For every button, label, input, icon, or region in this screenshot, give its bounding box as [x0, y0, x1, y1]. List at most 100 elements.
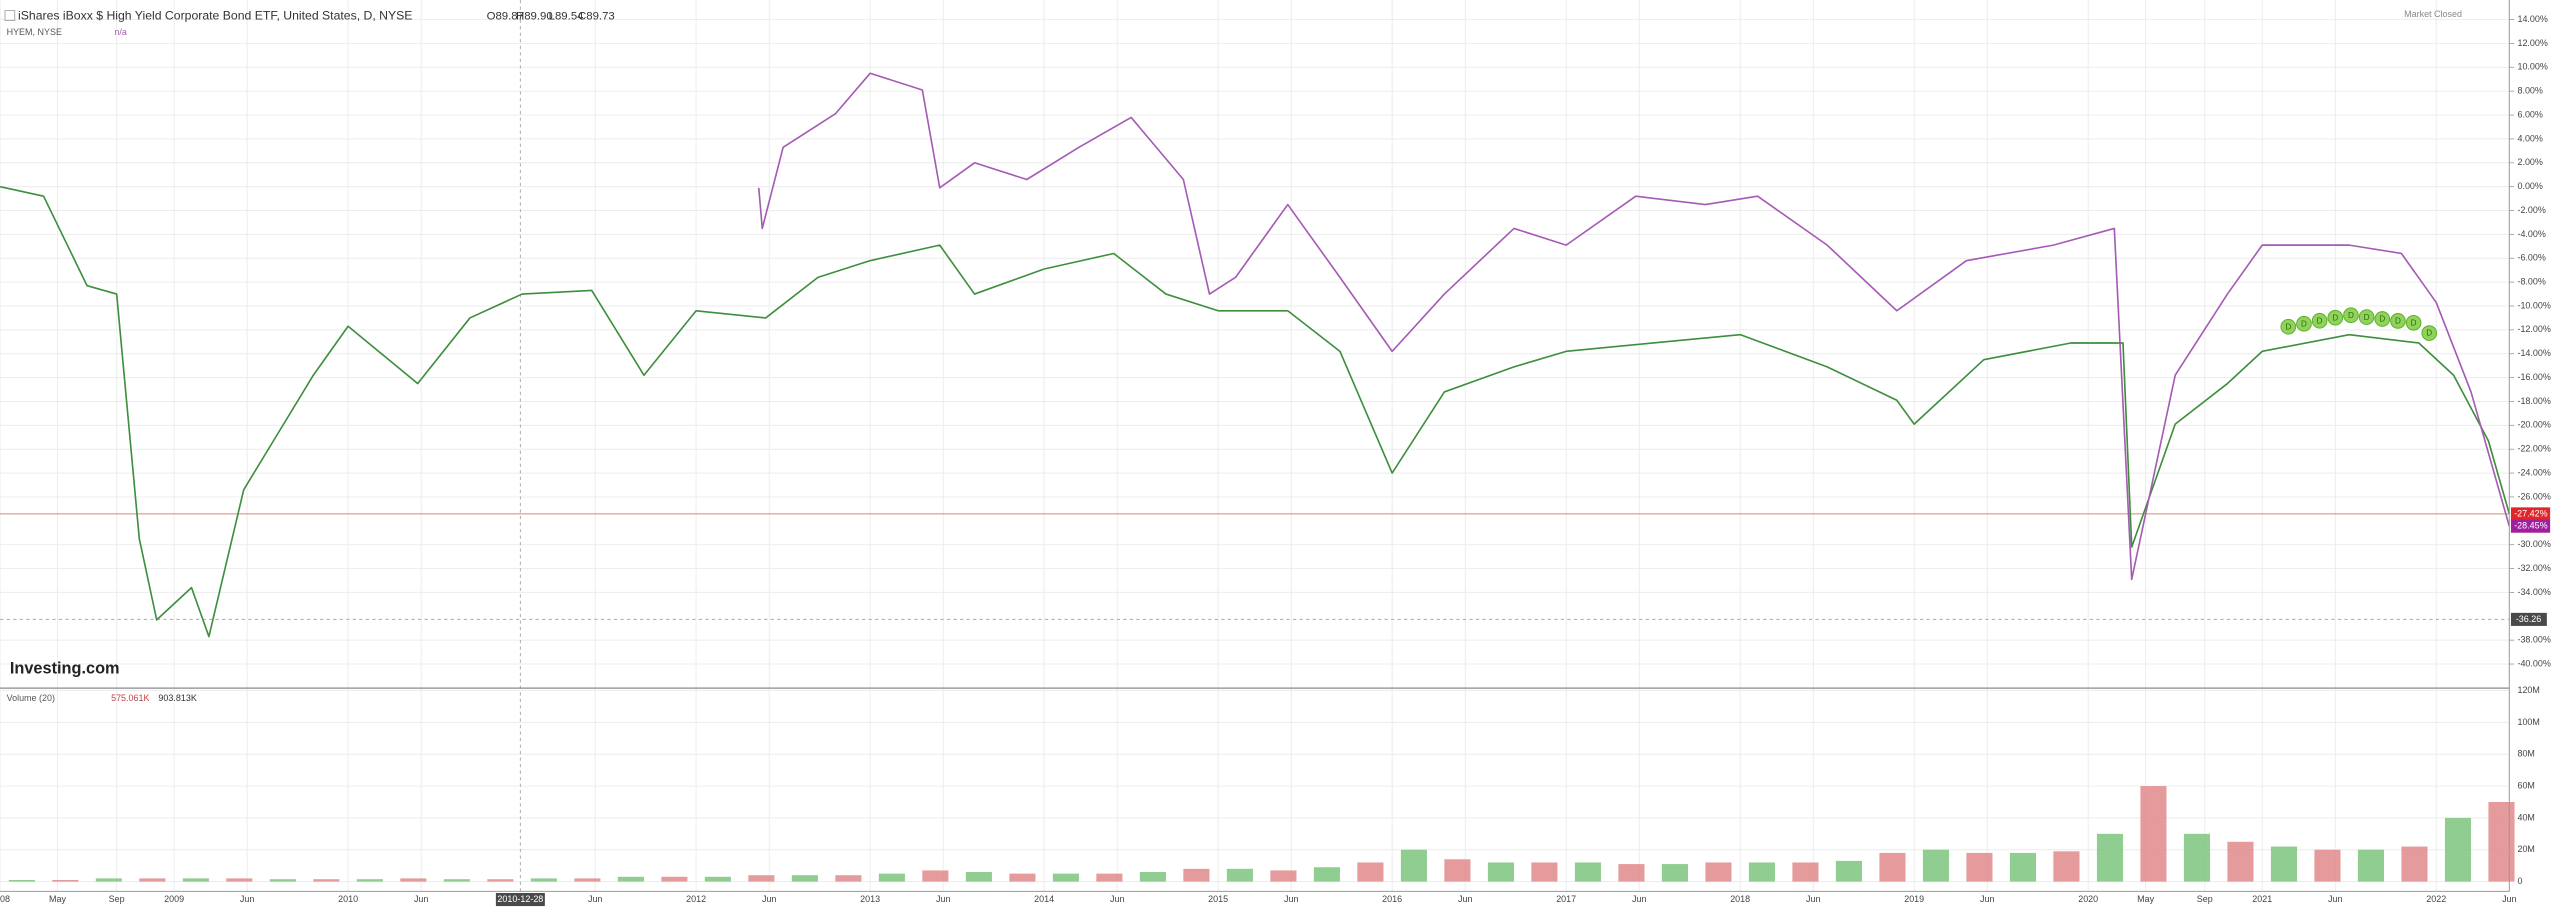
event-marker: [2374, 311, 2391, 327]
x-tick-label: Sep: [109, 894, 125, 904]
crosshair-y-label: -36.26: [2516, 614, 2541, 624]
volume-bar: [2183, 833, 2211, 882]
volume-bar: [2270, 846, 2298, 882]
event-marker: [2343, 307, 2359, 324]
volume-bar: [574, 878, 601, 882]
volume-bar: [2357, 849, 2385, 882]
y-tick-label: 4.00%: [2517, 133, 2542, 143]
volume-bar: [2488, 801, 2515, 882]
volume-tick-label: 120M: [2517, 685, 2539, 695]
volume-legend-value: 903.813K: [158, 693, 196, 703]
event-marker: [2358, 309, 2375, 325]
x-tick-label: Jun: [1980, 894, 1994, 904]
x-tick-label: 2014: [1034, 894, 1054, 904]
volume-bar: [1183, 868, 1210, 882]
crosshair-x-label-bg: [495, 893, 545, 907]
x-tick-label: May: [49, 894, 66, 904]
y-tick-label: -2.00%: [2517, 205, 2545, 215]
x-tick-label: Jun: [2502, 894, 2516, 904]
volume-bar: [8, 879, 35, 882]
volume-bar: [661, 876, 688, 882]
x-tick-label: 2017: [1556, 894, 1576, 904]
x-tick-label: Jun: [240, 894, 254, 904]
y-tick-label: -40.00%: [2517, 658, 2550, 668]
volume-bar: [52, 879, 79, 882]
volume-bar: [1792, 862, 1819, 882]
volume-bar: [443, 879, 470, 882]
volume-bar: [2053, 851, 2080, 882]
y-tick-label: -26.00%: [2517, 491, 2550, 501]
volume-bar: [139, 878, 166, 882]
last-value-label: -27.42%: [2514, 508, 2547, 518]
event-marker: [2405, 314, 2422, 331]
event-label: D: [2364, 313, 2370, 322]
event-marker: [2280, 318, 2297, 335]
volume-bar: [226, 878, 253, 882]
y-tick-label: -32.00%: [2517, 563, 2550, 573]
y-tick-label: 0.00%: [2517, 181, 2542, 191]
volume-bar: [356, 879, 383, 882]
x-tick-label: 2021: [2252, 894, 2272, 904]
event-label: D: [2332, 313, 2338, 322]
y-tick-label: -6.00%: [2517, 253, 2545, 263]
volume-bar: [182, 878, 209, 882]
volume-bar: [2401, 846, 2428, 882]
x-tick-label: 2016: [1382, 894, 1402, 904]
volume-bar: [1400, 849, 1427, 882]
volume-bar: [1270, 870, 1297, 882]
event-label: D: [2317, 316, 2323, 325]
x-tick-label: Jun: [588, 894, 602, 904]
event-label: D: [2379, 315, 2385, 324]
last-value-bg: [2510, 507, 2551, 521]
event-marker: [2327, 309, 2344, 326]
event-marker: [2421, 325, 2438, 341]
volume-bar: [95, 878, 122, 882]
y-tick-label: -8.00%: [2517, 277, 2545, 287]
volume-bar: [617, 876, 644, 882]
volume-bar: [2140, 786, 2167, 882]
volume-tick-label: 100M: [2517, 717, 2539, 727]
x-tick-label: 2019: [1904, 894, 1924, 904]
x-tick-label: Jun: [414, 894, 428, 904]
market-status: Market Closed: [2404, 9, 2462, 19]
x-tick-label: 2020: [2078, 894, 2098, 904]
last-value-label: -28.45%: [2514, 521, 2547, 531]
y-tick-label: 6.00%: [2517, 109, 2542, 119]
x-tick-label: Jun: [1284, 894, 1298, 904]
volume-bar: [2314, 849, 2341, 882]
volume-bar: [1879, 852, 1906, 882]
volume-bar: [530, 878, 557, 882]
x-tick-label: 2012: [686, 894, 706, 904]
volume-bar: [965, 872, 992, 882]
volume-bar: [1096, 873, 1123, 882]
event-label: D: [2348, 311, 2354, 320]
ohlc-value: L89.54: [549, 10, 585, 22]
y-tick-label: 2.00%: [2517, 157, 2542, 167]
volume-bar: [1531, 862, 1558, 882]
x-tick-label: Jun: [936, 894, 950, 904]
x-tick-label: Sep: [2197, 894, 2213, 904]
volume-bar: [1618, 864, 1645, 882]
ohlc-value: C89.73: [578, 10, 615, 22]
volume-bar: [1444, 859, 1471, 882]
volume-bar: [1052, 873, 1079, 882]
chart-title: iShares iBoxx $ High Yield Corporate Bon…: [18, 9, 412, 23]
volume-bar: [2009, 852, 2036, 882]
volume-bar: [2096, 833, 2124, 882]
event-label: D: [2411, 318, 2417, 327]
volume-bar: [791, 875, 818, 882]
collapse-icon[interactable]: [4, 10, 16, 21]
volume-bar: [1226, 868, 1253, 882]
x-tick-label: Jun: [762, 894, 776, 904]
volume-bar: [2444, 817, 2472, 882]
ohlc-value: H89.90: [516, 10, 553, 22]
volume-bar: [1487, 862, 1514, 882]
y-tick-label: -12.00%: [2517, 324, 2550, 334]
watermark: Investing.com: [10, 660, 120, 678]
y-tick-label: -10.00%: [2517, 300, 2550, 310]
volume-bar: [1139, 872, 1166, 882]
event-label: D: [2426, 329, 2432, 338]
x-tick-label: Jun: [1632, 894, 1646, 904]
y-tick-label: -18.00%: [2517, 396, 2550, 406]
last-value-bg: [2510, 519, 2551, 533]
